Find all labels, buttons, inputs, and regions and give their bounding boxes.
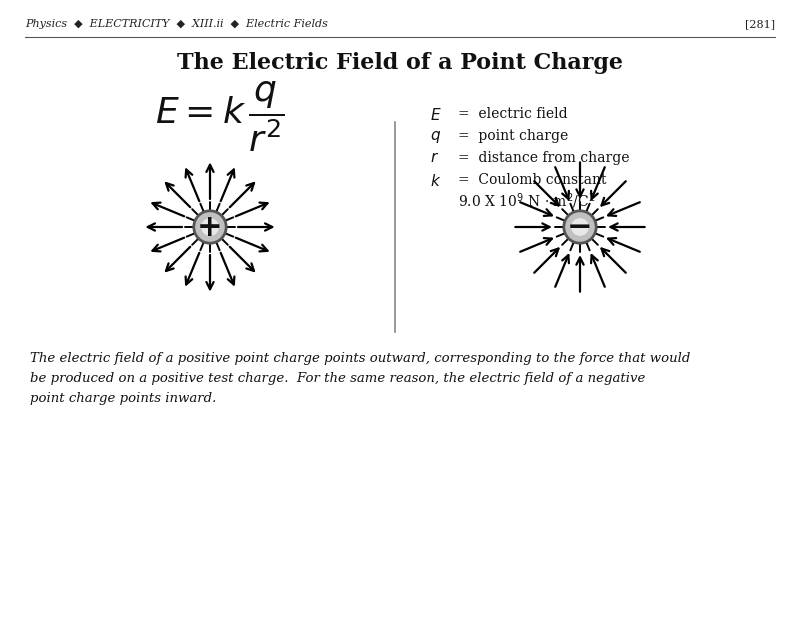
Text: =  distance from charge: = distance from charge (458, 151, 630, 165)
Text: +: + (197, 212, 223, 241)
Text: =  electric field: = electric field (458, 107, 568, 121)
Circle shape (564, 211, 596, 243)
Text: $k$: $k$ (430, 173, 442, 189)
Text: −: − (567, 212, 593, 241)
Text: $q$: $q$ (430, 129, 441, 145)
Text: point charge points inward.: point charge points inward. (30, 392, 216, 405)
Text: be produced on a positive test charge.  For the same reason, the electric field : be produced on a positive test charge. F… (30, 372, 646, 385)
Text: The electric field of a positive point charge points outward, corresponding to t: The electric field of a positive point c… (30, 352, 690, 365)
Text: [281]: [281] (745, 19, 775, 29)
Text: =  Coulomb constant: = Coulomb constant (458, 173, 606, 187)
Text: $\mathbf{\it{E}}$$= k\,\dfrac{q}{r^2}$: $\mathbf{\it{E}}$$= k\,\dfrac{q}{r^2}$ (155, 80, 285, 154)
Text: $E$: $E$ (430, 107, 442, 123)
Text: 9.0 X 10$^9$ N · m$^2$/C$^2$: 9.0 X 10$^9$ N · m$^2$/C$^2$ (458, 191, 595, 210)
Text: =  point charge: = point charge (458, 129, 568, 143)
Text: The Electric Field of a Point Charge: The Electric Field of a Point Charge (177, 52, 623, 74)
Text: $r$: $r$ (430, 151, 439, 165)
Circle shape (194, 211, 226, 243)
Circle shape (201, 218, 219, 236)
Circle shape (571, 218, 589, 236)
Text: Physics  ◆  ELECTRICITY  ◆  XIII.ii  ◆  Electric Fields: Physics ◆ ELECTRICITY ◆ XIII.ii ◆ Electr… (25, 19, 328, 29)
